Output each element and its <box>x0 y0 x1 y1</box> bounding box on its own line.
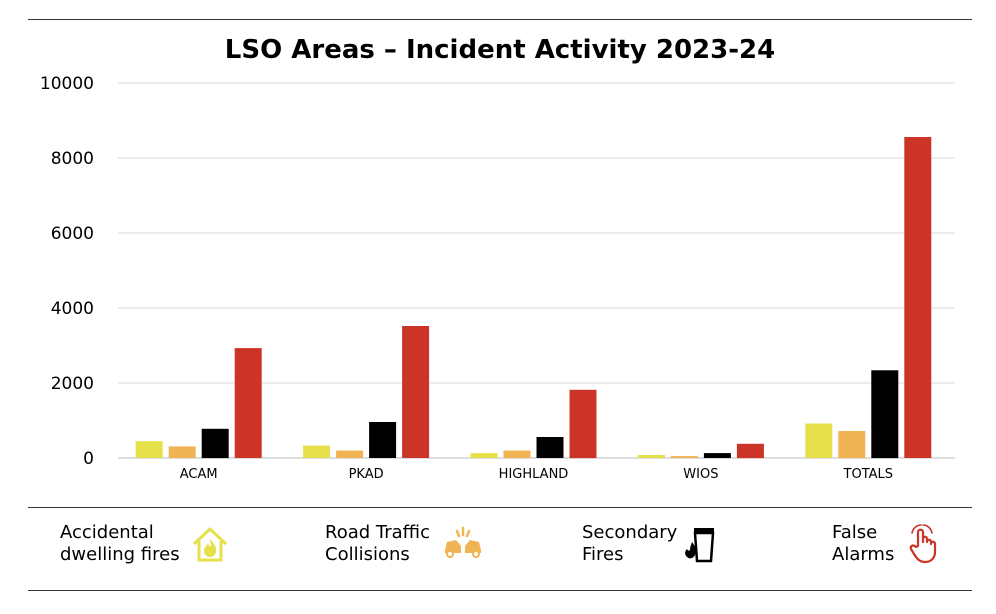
bar-highland-series-0 <box>470 453 498 458</box>
bar-pkad-series-2 <box>369 422 397 458</box>
y-tick-label: 0 <box>83 449 94 469</box>
legend-label-line2: dwelling fires <box>60 544 180 565</box>
bar-totals-series-3 <box>904 137 932 458</box>
legend-label-line1: Accidental <box>60 522 154 543</box>
legend-label: Accidental dwelling fires <box>60 522 180 566</box>
legend-label: Road Traffic Collisions <box>325 522 430 566</box>
x-tick-label: PKAD <box>349 467 384 482</box>
legend-label: Secondary Fires <box>582 522 677 566</box>
bar-highland-series-2 <box>536 437 564 458</box>
x-tick-label: WIOS <box>683 467 718 482</box>
bar-highland-series-1 <box>503 450 531 458</box>
y-tick-label: 8000 <box>51 149 94 169</box>
pointing-hand-icon <box>910 524 937 564</box>
legend-item-secondary-fires: Secondary Fires <box>582 522 721 566</box>
car-collision-icon <box>444 526 481 558</box>
y-tick-label: 10000 <box>40 74 94 94</box>
bar-wios-series-2 <box>703 453 731 458</box>
legend-label-line1: Secondary <box>582 522 678 543</box>
x-tick-label: ACAM <box>180 467 218 482</box>
legend-label-line1: False <box>832 522 878 543</box>
bar-acam-series-2 <box>201 428 229 459</box>
bar-wios-series-3 <box>736 443 764 459</box>
x-tick-label: HIGHLAND <box>499 467 569 482</box>
bar-acam-series-0 <box>135 441 163 458</box>
legend-label-line2: Fires <box>582 544 624 565</box>
x-tick-label: TOTALS <box>843 467 894 482</box>
bar-highland-series-3 <box>569 389 597 459</box>
legend-item-false-alarms: False Alarms <box>832 522 944 566</box>
legend-item-road-traffic-collisions: Road Traffic Collisions <box>325 522 486 566</box>
legend-item-accidental-dwelling-fires: Accidental dwelling fires <box>60 522 230 566</box>
legend-label: False Alarms <box>832 522 894 566</box>
chart-title: LSO Areas – Incident Activity 2023-24 <box>225 35 775 65</box>
bar-wios-series-0 <box>637 455 665 458</box>
legend-label-line2: Alarms <box>832 544 895 565</box>
bar-acam-series-3 <box>234 348 262 458</box>
bar-pkad-series-1 <box>336 450 364 458</box>
chart: LSO Areas – Incident Activity 2023-24 0 2… <box>40 35 955 482</box>
top-rule <box>28 19 972 20</box>
bar-totals-series-1 <box>838 431 866 458</box>
legend-top-rule <box>28 507 972 508</box>
house-fire-icon <box>192 527 227 562</box>
y-axis-ticks: 0 2000 4000 6000 8000 10000 <box>40 74 94 469</box>
bar-acam-series-1 <box>168 446 196 458</box>
bar-totals-series-0 <box>805 423 833 458</box>
legend-label-line1: Road Traffic <box>325 522 430 543</box>
y-tick-label: 6000 <box>51 224 94 244</box>
x-axis-ticks: ACAM PKAD HIGHLAND WIOS TOTALS <box>180 467 893 482</box>
y-tick-label: 2000 <box>51 374 94 394</box>
bin-fire-icon <box>685 528 715 563</box>
bars <box>135 137 932 459</box>
bar-pkad-series-0 <box>303 445 331 458</box>
legend-label-line2: Collisions <box>325 544 410 565</box>
bar-pkad-series-3 <box>402 326 430 458</box>
bottom-rule <box>28 590 972 591</box>
bar-wios-series-1 <box>670 456 698 458</box>
bar-totals-series-2 <box>871 370 899 459</box>
y-tick-label: 4000 <box>51 299 94 319</box>
